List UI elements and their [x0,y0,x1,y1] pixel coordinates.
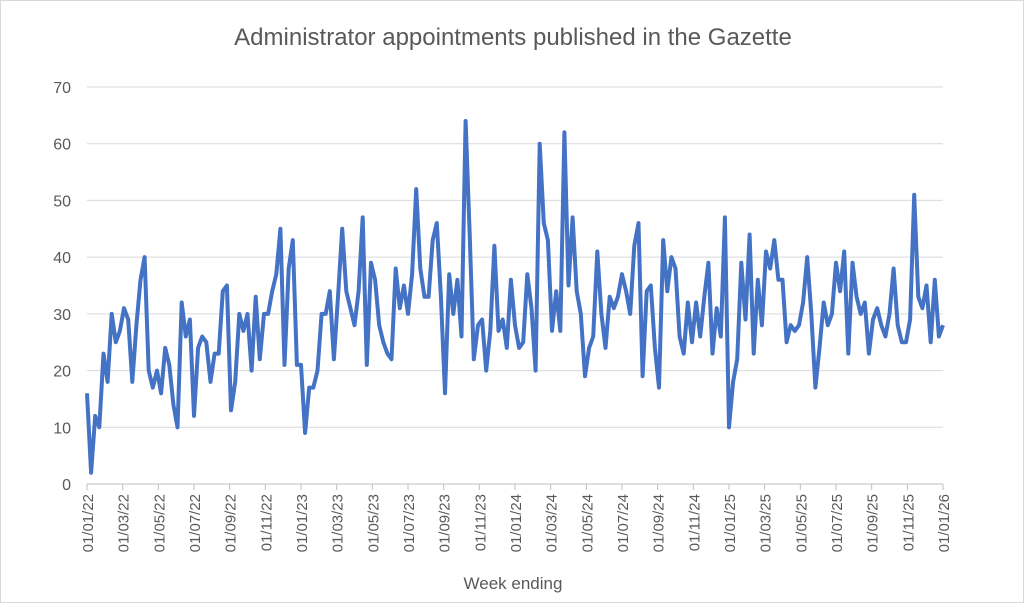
y-tick-label: 60 [53,137,71,154]
x-tick-label: 01/11/22 [258,494,275,551]
x-tick-label: 01/03/25 [758,494,775,552]
x-tick-label: 01/01/24 [508,494,525,552]
x-tick-label: 01/05/23 [365,494,382,552]
x-tick-label: 01/07/22 [187,494,204,552]
x-tick-label: 01/07/24 [615,494,632,552]
x-tick-label: 01/11/25 [900,494,917,551]
x-tick-label: 01/07/23 [401,494,418,552]
y-tick-label: 30 [53,307,71,324]
data-points [87,121,943,473]
x-tick-label: 01/05/24 [579,494,596,552]
x-tick-label: 01/01/23 [294,494,311,552]
y-axis-ticks: 0 10 20 30 40 50 60 70 [53,80,71,494]
x-tick-label: 01/01/22 [80,494,97,552]
y-tick-label: 0 [62,477,71,494]
x-tick-label: 01/09/22 [223,494,240,552]
y-tick-label: 40 [53,250,71,267]
x-tick-label: 01/09/24 [651,494,668,552]
x-axis-ticks: 01/01/22 01/03/22 01/05/22 01/07/22 01/09/22… [80,484,953,552]
y-tick-label: 10 [53,420,71,437]
x-tick-label: 01/05/25 [793,494,810,552]
x-tick-label: 01/01/26 [936,494,953,552]
x-tick-label: 01/09/23 [437,494,454,552]
x-tick-label: 01/03/23 [330,494,347,552]
chart-title: Administrator appointments published in … [234,24,792,51]
x-tick-label: 01/11/24 [686,494,703,551]
x-tick-label: 01/07/25 [829,494,846,552]
x-tick-label: 01/03/24 [544,494,561,552]
x-tick-label: 01/11/23 [472,494,489,551]
x-tick-label: 01/03/22 [116,494,133,552]
x-tick-label: 01/09/25 [865,494,882,552]
y-tick-label: 50 [53,193,71,210]
x-tick-label: 01/05/22 [151,494,168,552]
x-axis-label: Week ending [464,574,563,593]
series-line [87,121,943,473]
y-tick-label: 20 [53,364,71,381]
gridlines [87,87,943,484]
x-tick-label: 01/01/25 [722,494,739,552]
y-tick-label: 70 [53,80,71,97]
